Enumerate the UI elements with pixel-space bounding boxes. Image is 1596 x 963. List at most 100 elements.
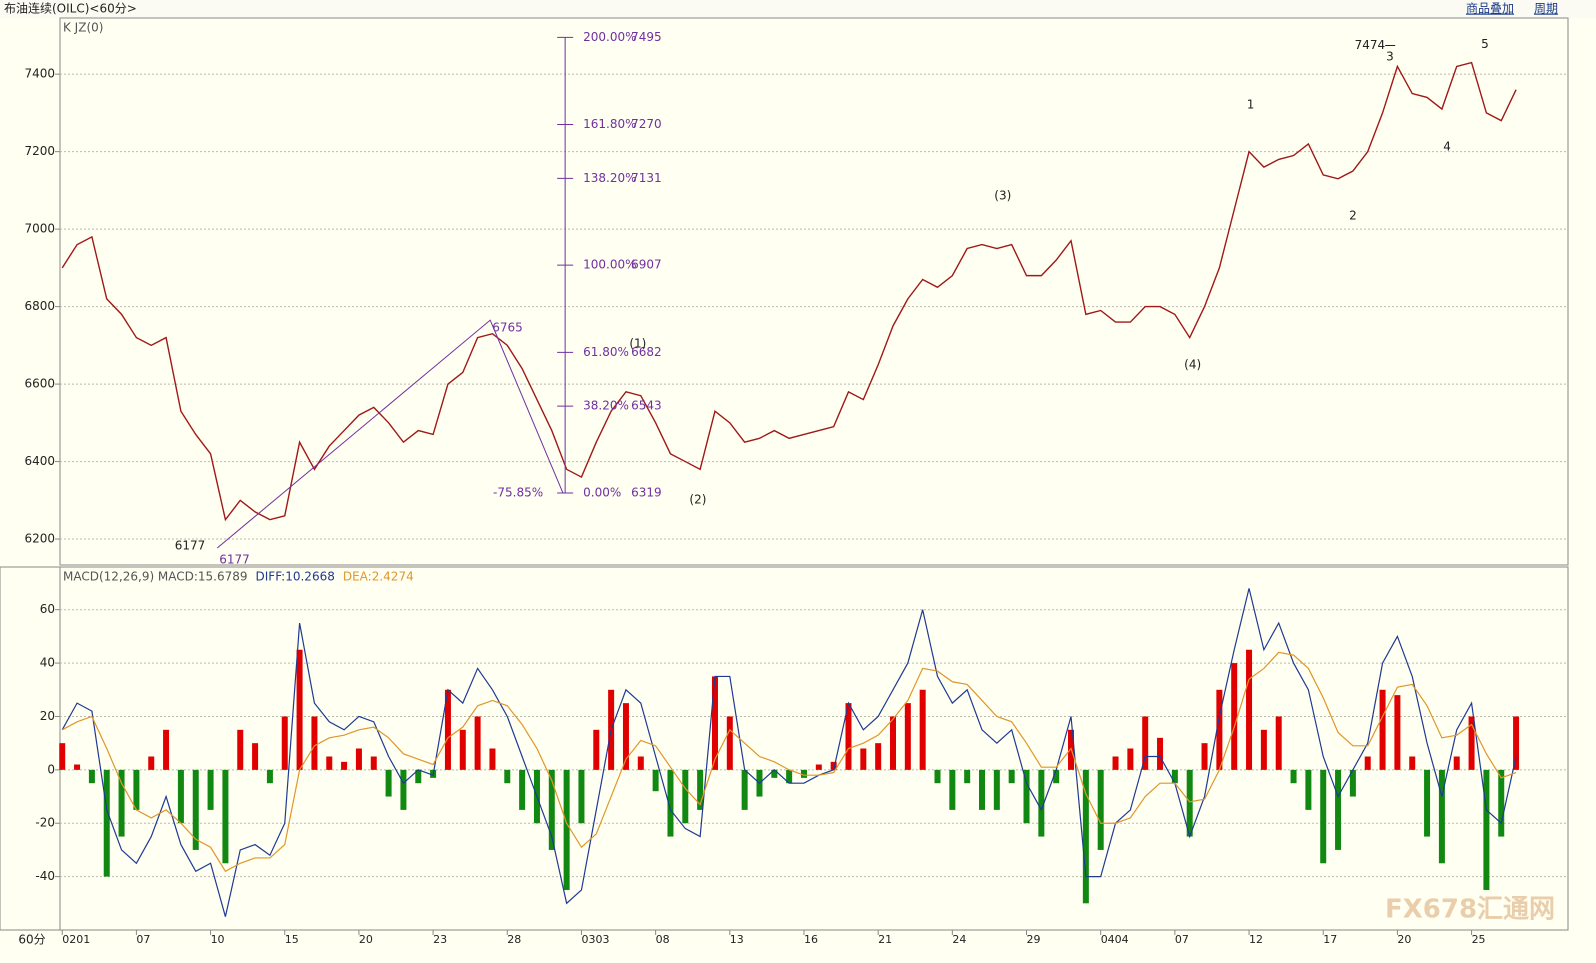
x-tick-label: 13 xyxy=(730,933,744,946)
macd-bar xyxy=(1349,769,1356,797)
macd-bar xyxy=(919,689,926,770)
macd-bar xyxy=(830,761,837,770)
macd-bar xyxy=(504,769,511,784)
legend-entry: MACD:15.6789 xyxy=(158,570,248,584)
macd-bar xyxy=(207,769,214,810)
macd-bar xyxy=(1320,769,1327,864)
fib-price: 6907 xyxy=(631,258,662,272)
wave-label: (1) xyxy=(629,337,646,351)
macd-bar xyxy=(1157,737,1164,770)
macd-bar xyxy=(103,769,110,877)
macd-bar xyxy=(711,676,718,770)
macd-bar xyxy=(1364,756,1371,770)
macd-bar xyxy=(519,769,526,810)
y-tick-label: -40 xyxy=(35,869,55,883)
peak-label: 7474 xyxy=(1355,38,1386,52)
x-tick-label: 0201 xyxy=(62,933,90,946)
macd-bar xyxy=(400,769,407,810)
header-bar xyxy=(0,0,1596,18)
macd-bar xyxy=(1468,716,1475,770)
y-tick-label: 7400 xyxy=(24,67,55,81)
macd-bar xyxy=(88,769,95,784)
macd-bar xyxy=(667,769,674,837)
macd-bar xyxy=(949,769,956,810)
macd-bar xyxy=(1260,729,1267,770)
x-tick-label: 12 xyxy=(1249,933,1263,946)
macd-bar xyxy=(1082,769,1089,904)
macd-bar xyxy=(252,743,259,770)
macd-bar xyxy=(415,769,422,784)
y-tick-label: 60 xyxy=(40,602,55,616)
macd-bar xyxy=(875,743,882,770)
macd-bar xyxy=(1246,649,1253,770)
fib-percent: 161.80% xyxy=(583,117,636,131)
macd-bar xyxy=(1424,769,1431,837)
legend-entry: DIFF:10.2668 xyxy=(256,570,335,584)
macd-bar xyxy=(682,769,689,824)
x-tick-label: 23 xyxy=(433,933,447,946)
overlay-button[interactable]: 商品叠加 xyxy=(1466,1,1514,16)
fib-percent: 200.00% xyxy=(583,30,636,44)
macd-line xyxy=(61,588,1517,917)
swing-label: 6765 xyxy=(492,321,523,335)
macd-bar xyxy=(652,769,659,792)
macd-bar xyxy=(1335,769,1342,850)
macd-bar xyxy=(1231,663,1238,770)
macd-bar xyxy=(296,649,303,770)
macd-bar xyxy=(474,716,481,770)
period-button[interactable]: 周期 xyxy=(1534,2,1558,16)
macd-bar xyxy=(1453,756,1460,770)
macd-bar xyxy=(1513,716,1520,770)
watermark: FX678汇通网 xyxy=(1385,895,1555,925)
wave-label: (3) xyxy=(994,189,1011,203)
indicator-label: MACD(12,26,9) xyxy=(63,570,154,584)
y-tick-label: 7000 xyxy=(24,222,55,236)
x-tick-label: 20 xyxy=(1397,933,1411,946)
macd-bar xyxy=(237,729,244,770)
fib-price: 6319 xyxy=(631,485,662,499)
macd-bar xyxy=(192,769,199,850)
price-panel xyxy=(59,17,1569,566)
fib-percent: 138.20% xyxy=(583,171,636,185)
macd-bar xyxy=(1038,769,1045,837)
x-tick-label: 07 xyxy=(1175,933,1189,946)
macd-bar xyxy=(1394,695,1401,770)
indicator-label: K JZ(0) xyxy=(63,21,103,35)
x-tick-label: 0303 xyxy=(581,933,609,946)
x-tick-label: 20 xyxy=(359,933,373,946)
macd-bar xyxy=(74,764,81,770)
fib-price: 7495 xyxy=(631,30,662,44)
macd-bar xyxy=(637,756,644,770)
macd-bar xyxy=(59,743,66,770)
macd-bar xyxy=(1438,769,1445,864)
wave-label: 5 xyxy=(1481,37,1489,51)
y-tick-label: 0 xyxy=(47,762,55,776)
fib-percent: 100.00% xyxy=(583,258,636,272)
y-tick-label: -20 xyxy=(35,816,55,830)
macd-bar xyxy=(385,769,392,797)
macd-bar xyxy=(993,769,1000,810)
macd-bar xyxy=(845,703,852,770)
x-tick-label: 07 xyxy=(136,933,150,946)
macd-bar xyxy=(548,769,555,850)
x-tick-label: 21 xyxy=(878,933,892,946)
y-tick-label: 7200 xyxy=(24,144,55,158)
x-tick-label: 10 xyxy=(211,933,225,946)
x-tick-label: 15 xyxy=(285,933,299,946)
x-tick-label: 29 xyxy=(1027,933,1041,946)
macd-bar xyxy=(1097,769,1104,850)
x-tick-label: 17 xyxy=(1323,933,1337,946)
macd-bar xyxy=(370,756,377,770)
period-label: 60分 xyxy=(18,933,45,947)
y-tick-label: 6400 xyxy=(24,454,55,468)
macd-bar xyxy=(1305,769,1312,810)
macd-bar xyxy=(1290,769,1297,784)
macd-bar xyxy=(163,729,170,770)
wave-label: 1 xyxy=(1247,98,1255,112)
header-title: 布油连续(OILC)<60分> xyxy=(4,1,137,16)
macd-bar xyxy=(1201,743,1208,770)
wave-label: 4 xyxy=(1443,140,1451,154)
macd-bar xyxy=(1171,769,1178,784)
macd-bar xyxy=(489,748,496,770)
macd-bar xyxy=(1379,689,1386,770)
